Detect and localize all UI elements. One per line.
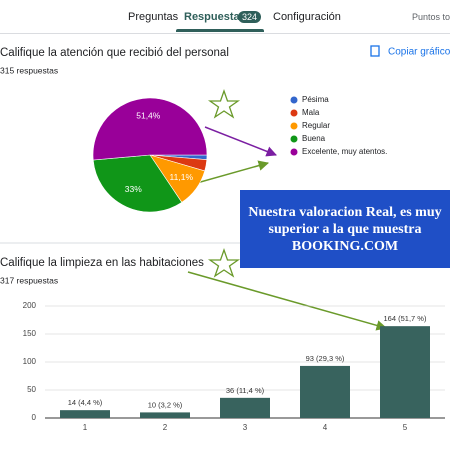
tab[interactable]: Configuración	[273, 11, 341, 23]
copy-icon	[370, 45, 380, 57]
bar	[220, 397, 270, 418]
x-tick-label: 2	[163, 423, 168, 432]
y-tick-label: 100	[23, 357, 37, 366]
star	[207, 248, 241, 278]
legend-label: Buena	[302, 134, 326, 143]
y-tick-label: 50	[27, 385, 36, 394]
chart-title: Califique la atención que recibió del pe…	[0, 47, 229, 59]
x-tick-label: 1	[83, 423, 88, 432]
legend-swatch	[290, 96, 298, 104]
y-tick-label: 200	[23, 301, 37, 310]
legend-swatch	[290, 135, 298, 143]
legend-swatch	[290, 109, 298, 117]
tab[interactable]: Preguntas	[128, 11, 179, 23]
legend-label: Pésima	[302, 95, 329, 104]
tab[interactable]: Respuestas	[184, 11, 246, 23]
legend-label: Mala	[302, 108, 320, 117]
star	[207, 89, 241, 119]
annotation-box: Nuestra valoracion Real, es muy superior…	[240, 190, 450, 268]
pie-slice	[92, 97, 208, 161]
points-label: Puntos totales	[412, 12, 450, 22]
x-tick-label: 5	[403, 423, 408, 432]
bar-label: 14 (4,4 %)	[68, 398, 103, 407]
arrow	[204, 126, 277, 157]
x-tick-label: 4	[323, 423, 328, 432]
x-tick-label: 3	[243, 423, 248, 432]
bar	[300, 365, 350, 418]
y-tick-label: 0	[32, 413, 37, 422]
legend-swatch	[290, 122, 298, 130]
y-tick-label: 150	[23, 329, 37, 338]
bar-label: 93 (29,3 %)	[306, 354, 345, 363]
arrow	[187, 271, 388, 331]
chart-subtitle: 315 respuestas	[0, 65, 58, 75]
pie-slice	[92, 154, 183, 213]
bar	[140, 412, 190, 418]
bar-label: 164 (51,7 %)	[384, 314, 427, 323]
bar-label: 10 (3,2 %)	[148, 400, 183, 409]
legend-swatch	[290, 148, 298, 156]
slice-label: 33%	[125, 184, 142, 194]
bar	[380, 326, 430, 418]
bar	[60, 410, 110, 418]
copy-button[interactable]: Copiar gráfico	[388, 47, 450, 58]
tab-bar: Preguntas Respuestas 324 Configuración P…	[0, 0, 450, 34]
bar-label: 36 (11,4 %)	[226, 386, 265, 395]
chart-title: Califique la limpieza en las habitacione…	[0, 257, 204, 269]
legend-label: Excelente, muy atentos.	[302, 147, 387, 156]
chart-subtitle: 317 respuestas	[0, 275, 58, 285]
slice-label: 11,1%	[170, 172, 194, 182]
badge: 324	[238, 11, 262, 23]
legend-label: Regular	[302, 121, 330, 130]
slice-label: 51,4%	[136, 111, 161, 121]
tab-indicator	[176, 29, 264, 32]
